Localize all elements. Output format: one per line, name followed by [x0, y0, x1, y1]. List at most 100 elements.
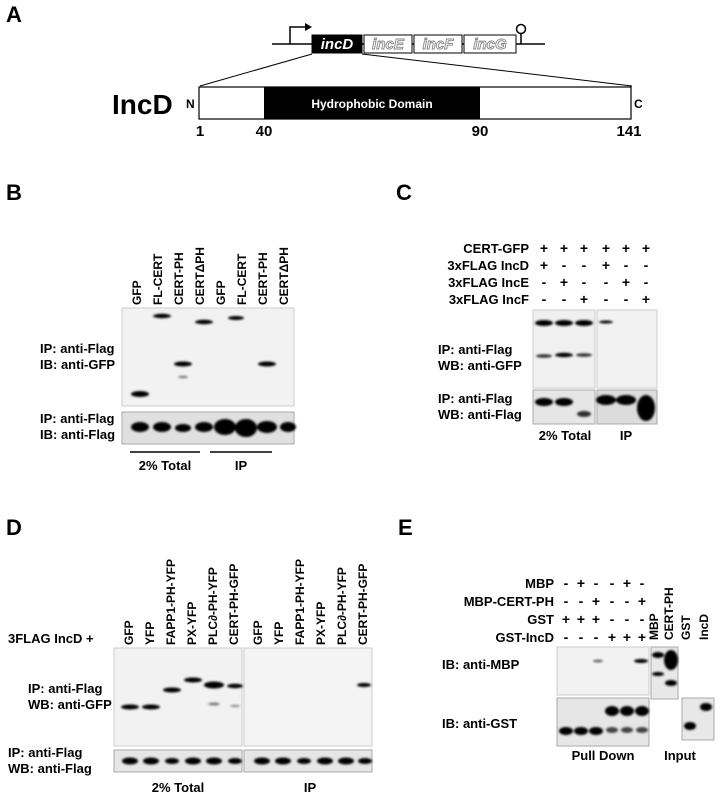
blot-e-gst-bands	[559, 703, 712, 735]
gene-box-incd	[311, 34, 363, 54]
protein-label: IncD	[112, 89, 173, 120]
blot-band	[195, 422, 213, 432]
lane-label: GFP	[122, 620, 136, 645]
lane-label: PX-YFP	[185, 602, 199, 645]
blot-band	[131, 422, 149, 432]
blot-band	[206, 757, 222, 765]
panel-b-ib-label-2: IB: anti-Flag	[40, 427, 115, 442]
lane-label: CERT-PH-GFP	[356, 564, 370, 645]
sign-cell: +	[577, 611, 585, 627]
blot-band	[576, 353, 592, 357]
blot-band	[163, 687, 181, 693]
blot-band	[208, 702, 220, 706]
lane-label: CERT-PH	[172, 252, 186, 305]
sign-cell: -	[579, 593, 584, 609]
sign-cell: +	[638, 593, 646, 609]
blot-band	[555, 352, 573, 358]
sign-cell: -	[564, 593, 569, 609]
blot-d-flag-bands	[122, 757, 372, 765]
blot-band	[228, 758, 242, 764]
panel-e-group-pulldown: Pull Down	[572, 748, 635, 763]
sign-cell: +	[642, 240, 650, 256]
expansion-line-right	[361, 53, 633, 87]
sign-cell: +	[638, 629, 646, 645]
sign-cell: +	[560, 274, 568, 290]
sign-cell: -	[624, 257, 629, 273]
blot-b-gfp-bands	[131, 313, 276, 397]
blot-e-mbp-pulldown	[556, 646, 650, 696]
expansion-line-left	[199, 53, 313, 87]
panel-c-row-labels: CERT-GFP 3xFLAG IncD 3xFLAG IncE 3xFLAG …	[447, 241, 529, 307]
panel-c-group-ip: IP	[620, 428, 633, 443]
sign-cell: +	[642, 291, 650, 307]
sign-cell: +	[602, 257, 610, 273]
condition-label: MBP	[525, 576, 554, 591]
sign-cell: +	[602, 240, 610, 256]
condition-label: 3xFLAG IncE	[448, 275, 529, 290]
panel-d-letter: D	[6, 515, 22, 540]
blot-band	[574, 727, 588, 735]
blot-d-gfp-bands	[121, 677, 371, 710]
blot-band	[227, 683, 243, 689]
panel-c-wb-label-2: WB: anti-Flag	[438, 407, 522, 422]
panel-b: B GFP FL-CERT CERT-PH CERTΔPH GFP FL-CER…	[6, 180, 296, 473]
sign-cell: -	[594, 629, 599, 645]
gene-label-incf: incF	[423, 36, 455, 53]
blot-band	[174, 361, 192, 367]
sign-cell: -	[594, 575, 599, 591]
blot-band	[637, 395, 655, 421]
sign-cell: +	[623, 575, 631, 591]
panel-d-wb-label-1: WB: anti-GFP	[28, 697, 112, 712]
sign-cell: -	[542, 291, 547, 307]
lane-label: PX-YFP	[314, 602, 328, 645]
blot-band	[559, 727, 573, 735]
blot-band	[142, 704, 160, 710]
lane-label: YFP	[272, 622, 286, 645]
promoter-arrowhead-icon	[305, 23, 312, 31]
sign-cell: +	[540, 240, 548, 256]
blot-band	[555, 398, 573, 406]
sign-cell: +	[622, 274, 630, 290]
blot-band	[153, 422, 171, 432]
sign-cell: -	[644, 257, 649, 273]
blot-d-gfp-total	[113, 647, 243, 747]
sign-cell: -	[640, 575, 645, 591]
blot-band	[684, 722, 696, 730]
condition-label: MBP-CERT-PH	[464, 594, 554, 609]
sign-cell: +	[592, 611, 600, 627]
condition-label: GST	[527, 612, 554, 627]
panel-d-group-ip: IP	[304, 780, 317, 795]
sign-cell: -	[564, 575, 569, 591]
panel-e-input-labels: MBP CERT-PH GST IncD	[647, 587, 711, 640]
lane-label: CERTΔPH	[193, 247, 207, 305]
panel-d-ip-label-1: IP: anti-Flag	[28, 681, 102, 696]
blot-band	[258, 361, 276, 367]
blot-band	[605, 706, 619, 716]
blot-band	[185, 757, 201, 765]
blot-band	[652, 672, 664, 676]
sign-cell: -	[562, 291, 567, 307]
sign-cell: +	[592, 593, 600, 609]
blot-e-mbp-bands	[593, 650, 678, 686]
blot-band	[317, 757, 333, 765]
panel-b-group-ip: IP	[235, 458, 248, 473]
position-1: 1	[196, 123, 204, 140]
panel-b-lane-labels: GFP FL-CERT CERT-PH CERTΔPH GFP FL-CERT …	[130, 247, 291, 305]
condition-label: CERT-GFP	[463, 241, 529, 256]
blot-band	[275, 757, 291, 765]
blot-band	[599, 320, 613, 324]
panel-c: C CERT-GFP 3xFLAG IncD 3xFLAG IncE 3xFLA…	[396, 180, 658, 443]
panel-d-lane-labels: GFP YFP FAPP1-PH-YFP PX-YFP PLC∂-PH-YFP …	[122, 559, 370, 645]
panel-c-ip-label-1: IP: anti-Flag	[438, 342, 512, 357]
blot-band	[228, 316, 244, 320]
sign-cell: +	[580, 291, 588, 307]
sign-cell: +	[577, 575, 585, 591]
lane-label: GFP	[214, 280, 228, 305]
blot-band	[536, 354, 552, 358]
condition-label: 3xFLAG IncD	[447, 258, 529, 273]
blot-band	[175, 424, 191, 432]
panel-d-ip-label-2: IP: anti-Flag	[8, 745, 82, 760]
sign-cell: +	[560, 240, 568, 256]
lane-label: CERT-PH	[256, 252, 270, 305]
